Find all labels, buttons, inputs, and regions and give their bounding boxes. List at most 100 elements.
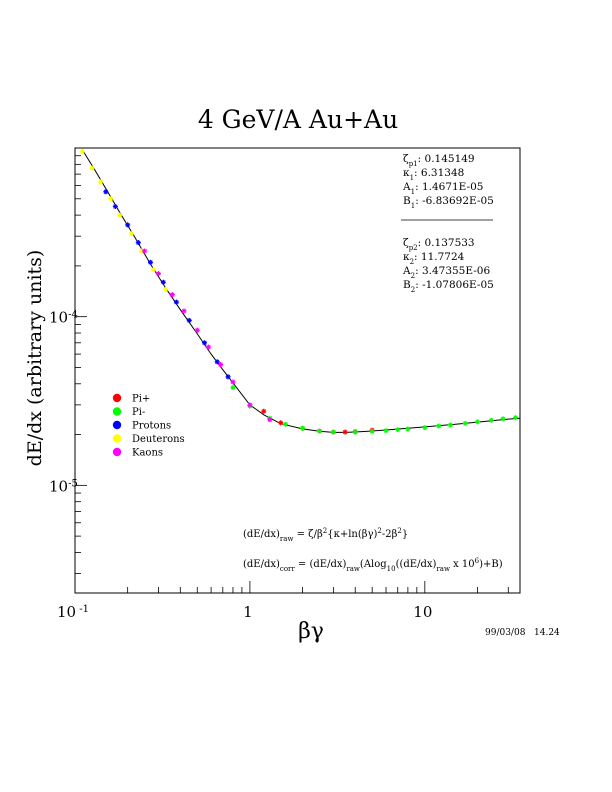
param-set-2-1: κ2: 11.7724 [403,251,465,266]
data-point [267,417,273,423]
data-point-d2 [436,423,441,429]
y-tick-label: 10-5 [49,477,78,495]
data-point-d2 [448,422,453,428]
data-point [317,428,323,434]
plot-border [74,147,521,594]
data-point [142,248,148,254]
param-set-1-1: κ1: 6.31348 [403,167,464,182]
data-point [125,222,131,228]
data-point [79,149,85,155]
data-point-d2 [331,429,336,435]
data-point [169,292,175,298]
data-point [155,271,161,277]
legend-item: Pi- [112,407,145,418]
data-point [436,423,442,429]
data-point-d2 [225,374,231,379]
data-point [218,362,224,368]
data-point-d2 [125,222,130,228]
data-point-d2 [136,240,141,245]
data-point-d2 [395,427,400,432]
data-point-d2 [370,429,375,434]
legend-marker [112,420,122,430]
data-point-d2 [89,165,95,171]
tick-labels: 10 -1 1 10 10-4 10-5 [49,309,432,621]
data-point-d2 [342,429,348,435]
data-point-d2 [278,420,283,425]
data-point-d2 [405,426,411,432]
data-point [135,240,141,246]
param-set-2-2: A2: 3.47355E-06 [402,265,490,280]
axis-ticks [74,147,509,593]
data-point [117,212,123,218]
plot-frame [74,147,521,594]
data-point [395,427,401,433]
data-point [163,286,169,292]
data-point-d2 [113,204,118,209]
data-point [214,359,220,365]
data-point [488,417,494,423]
param-set-2-0: ζp2: 0.137533 [403,237,475,252]
data-point [462,420,468,426]
data-point-d2 [218,362,223,367]
data-point [98,179,104,185]
data-point-d2 [267,417,273,422]
data-point [186,317,192,323]
series-pi- [230,385,519,435]
data-markers [79,149,519,435]
data-point-d2 [300,426,305,431]
data-point-d2 [98,179,103,184]
data-point-d2 [151,267,156,272]
data-point-d2 [170,292,175,297]
data-point-d2 [148,260,153,265]
legend-marker [112,447,122,457]
param-set-1-2: A1: 1.4671E-05 [402,181,483,196]
data-point-d2 [181,308,187,314]
data-point-d2 [475,419,480,424]
legend-label: Protons [132,421,171,432]
data-point-d2 [206,344,211,350]
x-tick-label: 10 -1 [57,603,89,621]
legend-label: Kaons [132,448,163,459]
data-point [225,374,231,380]
data-point-d2 [462,421,468,426]
data-point-d2 [142,248,147,254]
legend-item: Deuterons [112,434,185,445]
data-point [147,259,153,265]
data-point-d2 [353,429,358,435]
data-point [300,425,306,431]
data-point [128,231,134,237]
data-point-d2 [317,428,322,434]
data-point [194,327,200,333]
legend-label: Pi- [132,407,145,418]
data-point [108,196,114,202]
data-point [202,340,208,346]
series-deuterons [79,149,169,292]
legend-item: Pi+ [112,393,150,405]
data-point-d2 [230,379,236,385]
data-point [181,308,187,314]
data-point-d2 [261,409,266,414]
data-point [474,419,480,425]
data-point-d2 [489,418,494,423]
data-point [283,421,289,427]
x-tick-label: 1 [243,603,253,621]
data-point [261,408,267,414]
data-point [405,426,411,432]
data-point [500,416,506,422]
formula-corr: (dE/dx)corr = (dE/dx)raw(Alog10((dE/dx)r… [243,557,503,573]
data-point-d2 [195,328,200,333]
legend-marker [112,393,122,403]
data-point-d2 [500,416,506,421]
legend: Pi+ Pi- Protons Deuterons Kaons [112,393,185,459]
data-point [383,428,389,434]
data-point [89,165,95,171]
param-set-1-0: ζp1: 0.145149 [403,153,475,168]
data-point-d2 [187,318,192,323]
timestamp: 99/03/08 14.24 [485,628,560,638]
formula-raw: (dE/dx)raw = ζ/β2{κ+ln(βγ)2-2β2} [243,527,408,543]
data-point [422,425,428,431]
data-point [447,422,453,428]
x-tick-label: 10 [413,603,432,621]
